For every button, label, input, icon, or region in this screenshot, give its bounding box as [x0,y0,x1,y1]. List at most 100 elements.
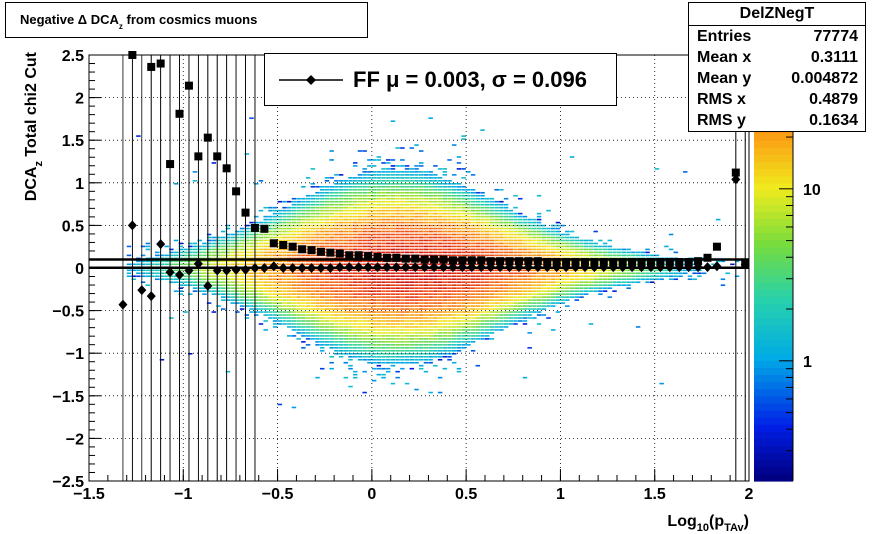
heatmap-cell [423,206,429,209]
heatmap-cell [272,290,278,292]
heatmap-cell [244,260,250,263]
heatmap-cell [320,242,325,245]
heatmap-cell [447,183,452,185]
heatmap-cell [419,317,424,319]
heatmap-cell [631,251,636,254]
heatmap-cell [390,278,396,281]
heatmap-cell [607,248,613,251]
heatmap-cell [216,290,221,292]
heatmap-cell [494,188,499,191]
heatmap-cell [466,317,471,319]
heatmap-cell [348,323,353,325]
color-scale-bin [754,147,793,155]
heatmap-cell [470,287,476,289]
heatmap-cell [409,227,415,230]
heatmap-cell [607,272,613,275]
color-scale-bin [754,197,793,205]
heatmap-cell [569,236,575,239]
profile-diamond-marker [335,262,345,273]
heatmap-cell [206,290,212,292]
heatmap-cell [423,174,429,176]
heatmap-cell [428,314,433,316]
heatmap-cell [452,248,457,251]
heatmap-cell [480,308,485,310]
heatmap-cell [428,302,433,304]
heatmap-cell [560,293,565,295]
heatmap-cell [353,245,358,248]
color-scale-bin [754,417,793,425]
heatmap-cell [551,227,556,230]
heatmap-cell [390,248,396,251]
heatmap-cell [395,242,400,245]
heatmap-cell [612,254,617,257]
heatmap-cell [381,305,386,307]
heatmap-cell [400,215,405,218]
heatmap-cell [362,338,367,340]
heatmap-cell [480,248,485,251]
heatmap-cell [334,174,339,176]
heatmap-cell [277,224,283,227]
heatmap-cell [522,305,528,307]
heatmap-cell [494,233,499,236]
heatmap-cell [230,287,235,289]
heatmap-cell [334,350,339,352]
heatmap-cell [348,224,353,227]
heatmap-cell [178,260,184,263]
profile-diamond-marker [259,263,269,273]
heatmap-cell [428,242,433,245]
heatmap-cell [503,236,509,239]
heatmap-cell [532,221,537,224]
heatmap-cell [353,162,358,164]
heatmap-cell [513,242,518,245]
heatmap-cell [720,284,726,287]
heatmap-cell [390,311,396,313]
stats-label: Entries [697,28,752,45]
heatmap-cell [546,230,551,233]
heatmap-cell [188,260,193,263]
heatmap-cell [485,323,490,325]
heatmap-cell [183,311,188,313]
heatmap-cell [551,287,556,289]
heatmap-cell [244,278,250,281]
heatmap-cell [508,215,514,218]
heatmap-cell [343,296,349,298]
heatmap-cell [569,242,575,245]
heatmap-cell [371,215,377,218]
heatmap-cell [362,293,367,295]
heatmap-cell [541,269,547,272]
heatmap-cell [390,320,396,322]
heatmap-cell [503,242,509,245]
heatmap-cell [249,302,254,304]
heatmap-cell [423,275,429,278]
heatmap-cell [551,248,556,251]
heatmap-cell [475,209,481,212]
heatmap-cell [522,251,528,254]
heatmap-cell [244,296,250,298]
heatmap-cell [320,290,325,292]
heatmap-cell [602,245,608,248]
heatmap-cell [423,215,429,218]
heatmap-cell [541,230,547,233]
heatmap-cell [442,311,448,313]
heatmap-cell [489,323,495,325]
heatmap-cell [499,206,504,209]
heatmap-cell [569,293,575,295]
heatmap-cell [522,239,528,242]
heatmap-cell [291,329,297,331]
heatmap-cell [136,260,141,263]
heatmap-cell [249,308,254,310]
heatmap-cell [503,197,509,200]
heatmap-cell [357,215,363,218]
heatmap-cell [263,275,268,278]
heatmap-cell [206,263,212,266]
heatmap-cell [211,251,217,254]
heatmap-cell [475,269,481,272]
heatmap-cell [334,338,339,340]
heatmap-cell [376,171,382,173]
heatmap-cell [367,332,372,334]
heatmap-cell [371,233,377,236]
heatmap-cell [390,203,396,206]
heatmap-cell [301,287,306,289]
heatmap-cell [452,245,457,248]
heatmap-cell [376,236,382,239]
